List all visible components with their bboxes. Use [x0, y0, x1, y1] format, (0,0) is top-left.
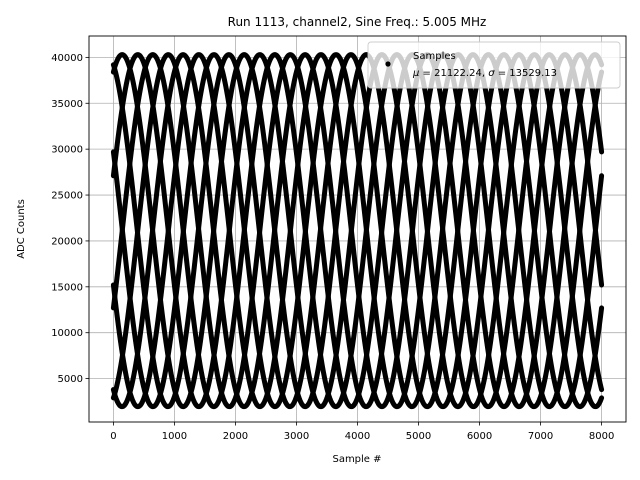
sample-curve-2	[110, 52, 605, 410]
legend-mu-symbol: μ	[412, 68, 419, 79]
x-tick-label: 6000	[467, 431, 492, 442]
x-tick-label: 7000	[528, 431, 553, 442]
x-tick-label: 2000	[223, 431, 248, 442]
y-tick-label: 25000	[51, 191, 83, 202]
x-tick-label: 5000	[406, 431, 431, 442]
legend-sigma-symbol: σ	[488, 68, 495, 79]
x-axis-label: Sample #	[332, 454, 381, 465]
y-tick-label: 5000	[58, 374, 83, 385]
sample-curve-1	[110, 52, 605, 410]
legend-mu-value: = 21122.24,	[419, 68, 488, 79]
x-tick-label: 8000	[589, 431, 614, 442]
x-tick-label: 4000	[345, 431, 370, 442]
y-tick-label: 15000	[51, 282, 83, 293]
legend-stats: μ = 21122.24, σ = 13529.13	[412, 68, 557, 79]
y-tick-label: 40000	[51, 53, 83, 64]
y-tick-label: 20000	[51, 236, 83, 247]
x-axis: 0 1000 2000 3000 4000 5000 6000 7000 8000	[110, 422, 614, 442]
y-axis-label: ADC Counts	[16, 199, 27, 259]
y-tick-label: 30000	[51, 145, 83, 156]
x-tick-label: 0	[110, 431, 116, 442]
y-tick-label: 35000	[51, 99, 83, 110]
legend: Samples μ = 21122.24, σ = 13529.13	[367, 41, 621, 89]
series-samples	[110, 52, 605, 410]
legend-sigma-value: = 13529.13	[495, 68, 557, 79]
y-tick-label: 10000	[51, 328, 83, 339]
chart-title: Run 1113, channel2, Sine Freq.: 5.005 MH…	[228, 15, 487, 29]
sample-curve-7	[110, 52, 605, 410]
legend-label: Samples	[413, 51, 456, 62]
x-tick-label: 1000	[162, 431, 187, 442]
y-axis: 5000 10000 15000 20000 25000 30000 35000 40000	[51, 53, 89, 385]
sample-curve-4	[110, 52, 605, 410]
legend-marker	[385, 61, 391, 67]
plot-area	[110, 52, 605, 410]
x-tick-label: 3000	[284, 431, 309, 442]
legend-box	[367, 41, 621, 89]
